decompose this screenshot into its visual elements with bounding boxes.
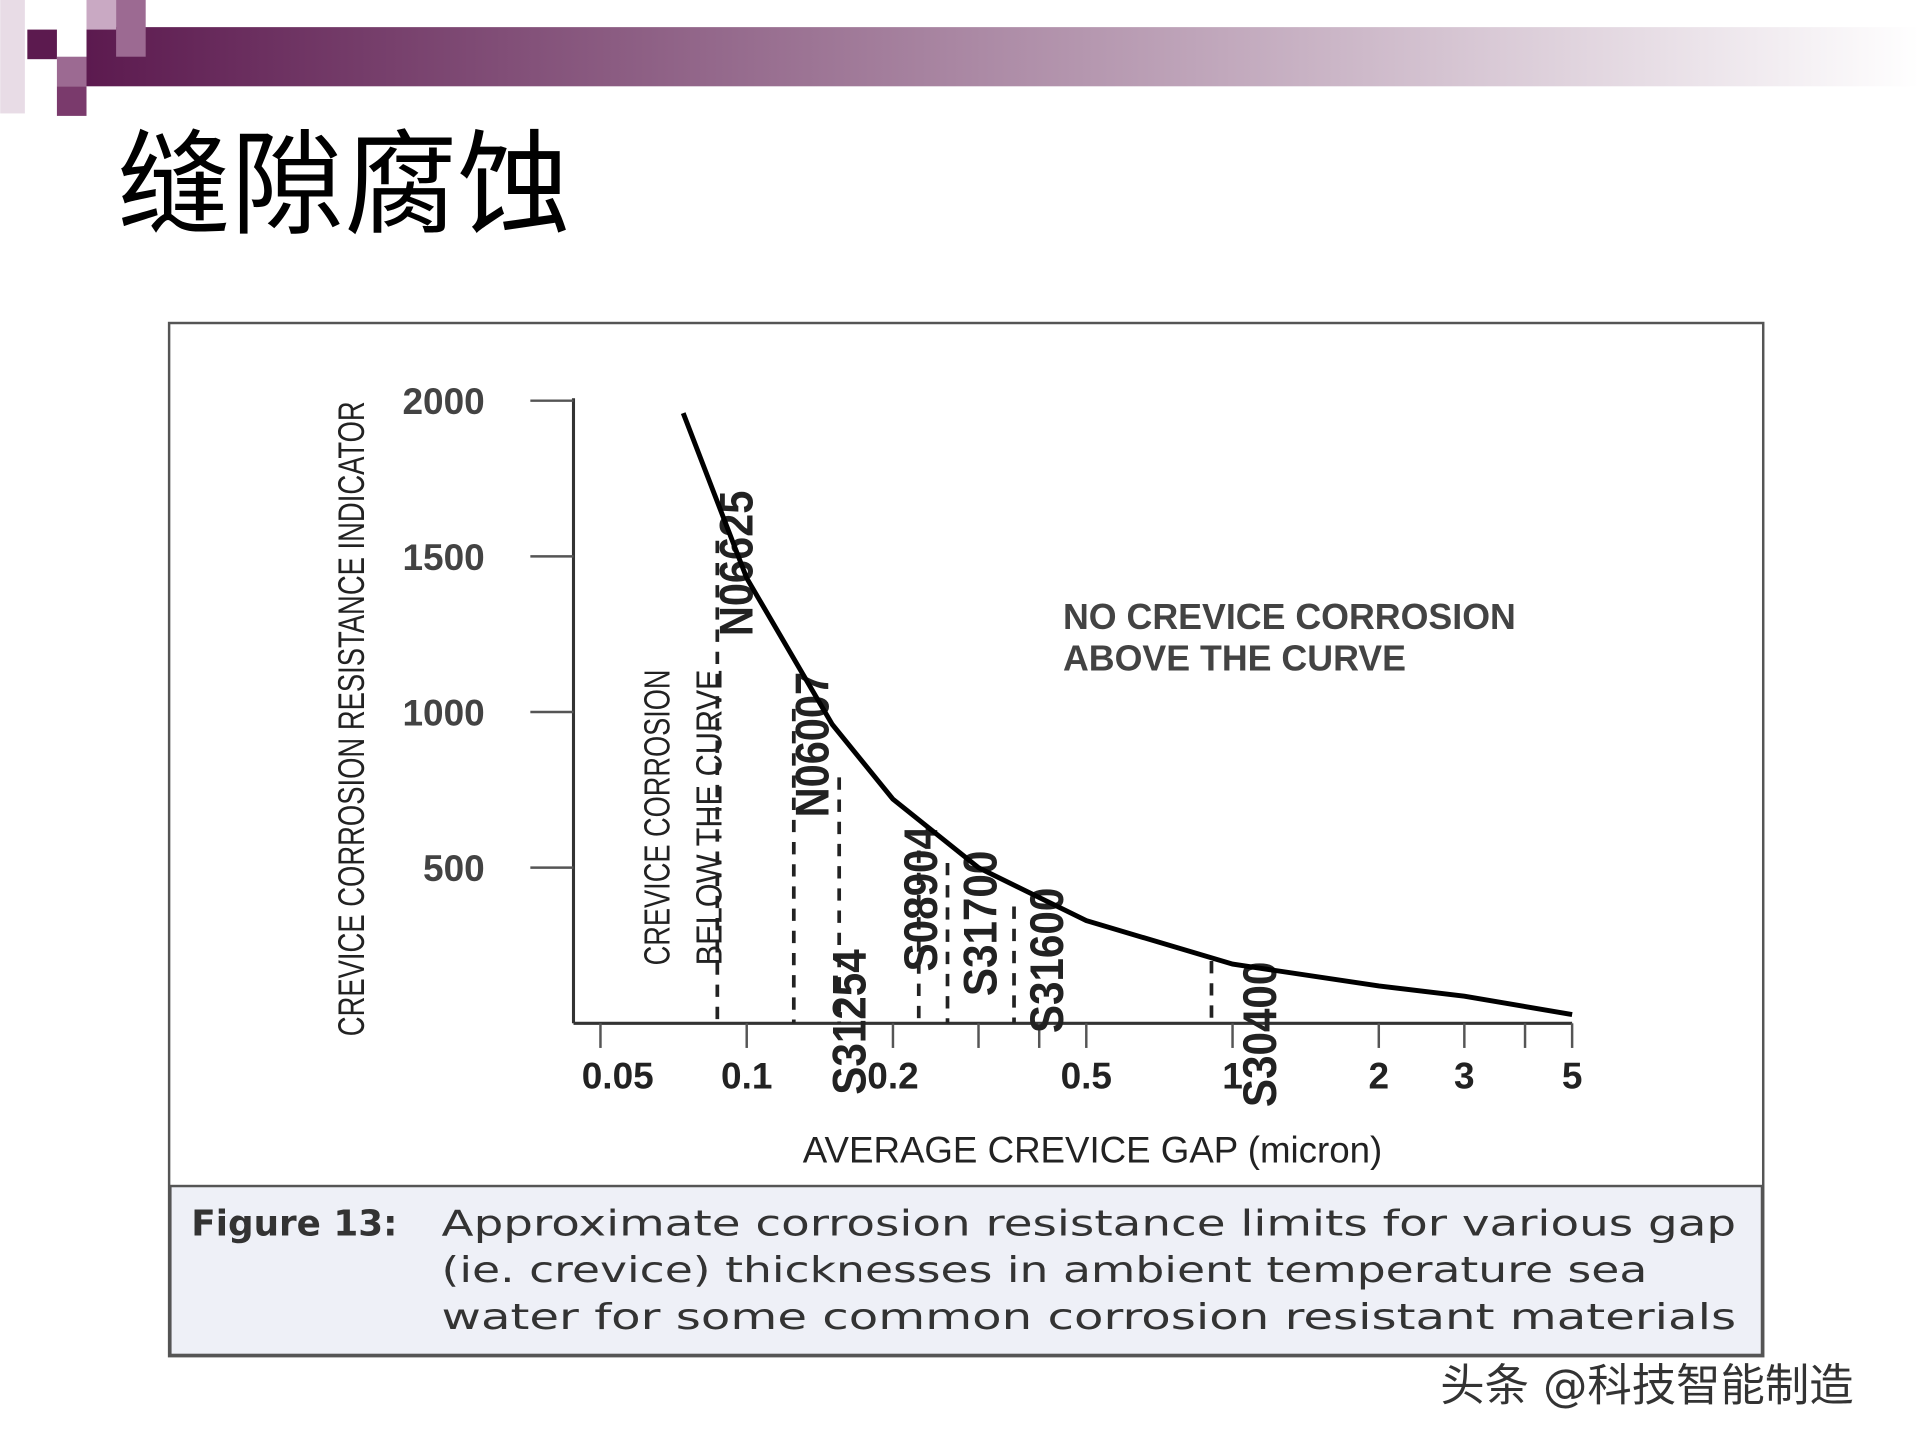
y-tick-label: 1000 xyxy=(402,693,484,734)
header-deco xyxy=(56,56,87,87)
y-tick-label: 500 xyxy=(423,848,485,889)
header-deco xyxy=(0,0,25,114)
annotation: ABOVE THE CURVE xyxy=(1063,639,1406,679)
caption-line: (ie. crevice) thicknesses in ambient tem… xyxy=(442,1250,1648,1291)
caption-line: Approximate corrosion resistance limits … xyxy=(442,1203,1737,1244)
curve xyxy=(680,412,1573,1017)
x-tick-label: 5 xyxy=(1562,1056,1583,1097)
x-tick-label: 2 xyxy=(1369,1056,1390,1097)
figure-frame xyxy=(167,321,1765,1358)
x-tick-label: 1 xyxy=(1222,1056,1243,1097)
x-axis-label: AVERAGE CREVICE GAP (micron) xyxy=(803,1130,1382,1171)
material-label: S08904 xyxy=(895,826,947,971)
plot: 500 1000 1500 2000 0.05 0.1 0.2 0.5 1 2 3 5 AVERAGE … xyxy=(191,381,1736,1338)
material-label: N06625 xyxy=(710,491,762,636)
annotation: CREVICE CORROSION xyxy=(638,669,678,965)
x-tick-label: 3 xyxy=(1454,1056,1475,1097)
y-tick-label: 1500 xyxy=(402,537,484,578)
material-label: S31254 xyxy=(824,949,876,1094)
caption-label: Figure 13: xyxy=(191,1203,397,1244)
annotation: BELOW THE CURVE xyxy=(689,669,729,965)
x-tick-label: 0.5 xyxy=(1061,1056,1112,1097)
caption-box xyxy=(169,1184,1764,1357)
x-tick-label: 0.05 xyxy=(582,1056,654,1097)
material-label: N06007 xyxy=(787,672,839,817)
header-deco xyxy=(27,29,57,60)
y-tick-label: 2000 xyxy=(402,381,484,422)
header-deco xyxy=(116,0,146,57)
header-deco xyxy=(86,0,117,30)
x-tick-label: 0.2 xyxy=(867,1056,918,1097)
header-deco xyxy=(56,86,87,116)
header-bar xyxy=(86,27,1920,87)
caption-line: water for some common corrosion resistan… xyxy=(442,1297,1737,1338)
watermark: 头条 @科技智能制造 xyxy=(1440,1361,1853,1412)
y-axis-label: CREVICE CORROSION RESISTANCE INDICATOR xyxy=(331,401,372,1036)
material-label: S30400 xyxy=(1234,962,1286,1107)
slide-title: 缝隙腐蚀 xyxy=(117,119,571,251)
annotation: NO CREVICE CORROSION xyxy=(1063,597,1516,637)
material-label: S31700 xyxy=(954,851,1006,996)
x-tick-label: 0.1 xyxy=(721,1056,772,1097)
